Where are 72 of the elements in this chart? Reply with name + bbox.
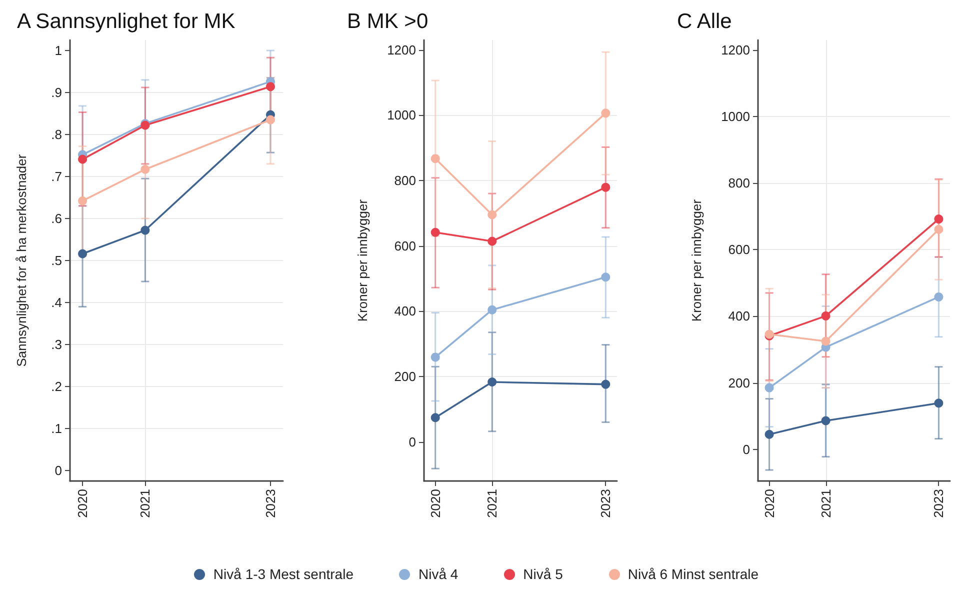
x-tick-label: 2021 (138, 489, 153, 518)
y-tick-label: .5 (51, 253, 62, 268)
point (934, 224, 944, 234)
point (601, 182, 610, 192)
y-tick-label: .4 (51, 295, 62, 310)
point (430, 154, 440, 164)
y-tick-label: 1000 (387, 108, 416, 123)
x-tick-label: 2021 (484, 489, 500, 518)
legend-label: Nivå 6 Minst sentrale (628, 566, 759, 582)
point (140, 226, 150, 235)
x-tick-label: 2023 (931, 489, 946, 518)
y-tick-label: .8 (51, 127, 62, 142)
point (140, 164, 150, 174)
y-tick-label: 0 (408, 434, 416, 450)
x-tick-label: 2020 (428, 489, 443, 518)
y-tick-label: 0 (54, 463, 62, 478)
point (601, 272, 610, 282)
y-tick-label: 600 (728, 242, 750, 258)
y-tick-label: .2 (51, 379, 62, 394)
y-tick-label: .6 (51, 211, 62, 226)
point (821, 336, 830, 346)
point (488, 378, 497, 387)
y-tick-label: 1200 (387, 42, 416, 58)
y-tick-label: .9 (51, 85, 62, 100)
x-tick-label: 2023 (598, 489, 614, 518)
x-tick-label: 2020 (762, 489, 777, 518)
chart-title: B MK >0 (347, 10, 428, 33)
point (266, 115, 275, 124)
y-tick-label: .3 (51, 337, 62, 352)
y-tick-label: 200 (394, 368, 416, 384)
y-tick-label: 0 (742, 442, 750, 457)
y-tick-label: .1 (51, 421, 62, 436)
x-tick-label: 2023 (262, 489, 278, 518)
y-tick-label: 800 (728, 176, 750, 191)
point (764, 383, 774, 392)
y-tick-label: 800 (394, 172, 416, 188)
legend-label: Nivå 5 (523, 566, 563, 582)
y-tick-label: 400 (394, 304, 416, 319)
y-tick-label: .7 (51, 169, 62, 184)
x-tick-label: 2020 (75, 489, 90, 518)
y-axis-title: Sannsynlighet for å ha merkostnader (14, 154, 29, 367)
y-axis-title: Kroner per innbygger (689, 198, 704, 322)
point (430, 352, 440, 362)
y-tick-label: 1 (54, 43, 62, 58)
point (934, 292, 944, 302)
point (601, 380, 610, 389)
point (78, 249, 88, 258)
point (488, 305, 497, 314)
point (934, 398, 944, 408)
point (488, 210, 497, 220)
point (430, 228, 440, 237)
x-tick-label: 2021 (818, 489, 834, 518)
chart-title: C Alle (677, 10, 732, 33)
y-axis-title: Kroner per innbygger (355, 198, 370, 322)
y-tick-label: 1200 (721, 42, 750, 58)
y-tick-label: 200 (728, 375, 750, 390)
point (764, 430, 774, 439)
point (488, 236, 497, 246)
point (78, 154, 88, 164)
legend-label: Nivå 4 (418, 566, 458, 582)
y-tick-label: 1000 (721, 109, 750, 124)
point (78, 196, 88, 206)
y-tick-label: 400 (728, 308, 750, 324)
point (821, 416, 830, 426)
y-tick-label: 600 (394, 238, 416, 254)
point (601, 108, 610, 118)
chart-title: A Sannsynlighet for MK (17, 10, 236, 33)
point (821, 311, 830, 320)
point (430, 413, 440, 422)
point (934, 214, 944, 224)
legend-label: Nivå 1-3 Mest sentrale (213, 566, 354, 582)
point (266, 82, 275, 92)
